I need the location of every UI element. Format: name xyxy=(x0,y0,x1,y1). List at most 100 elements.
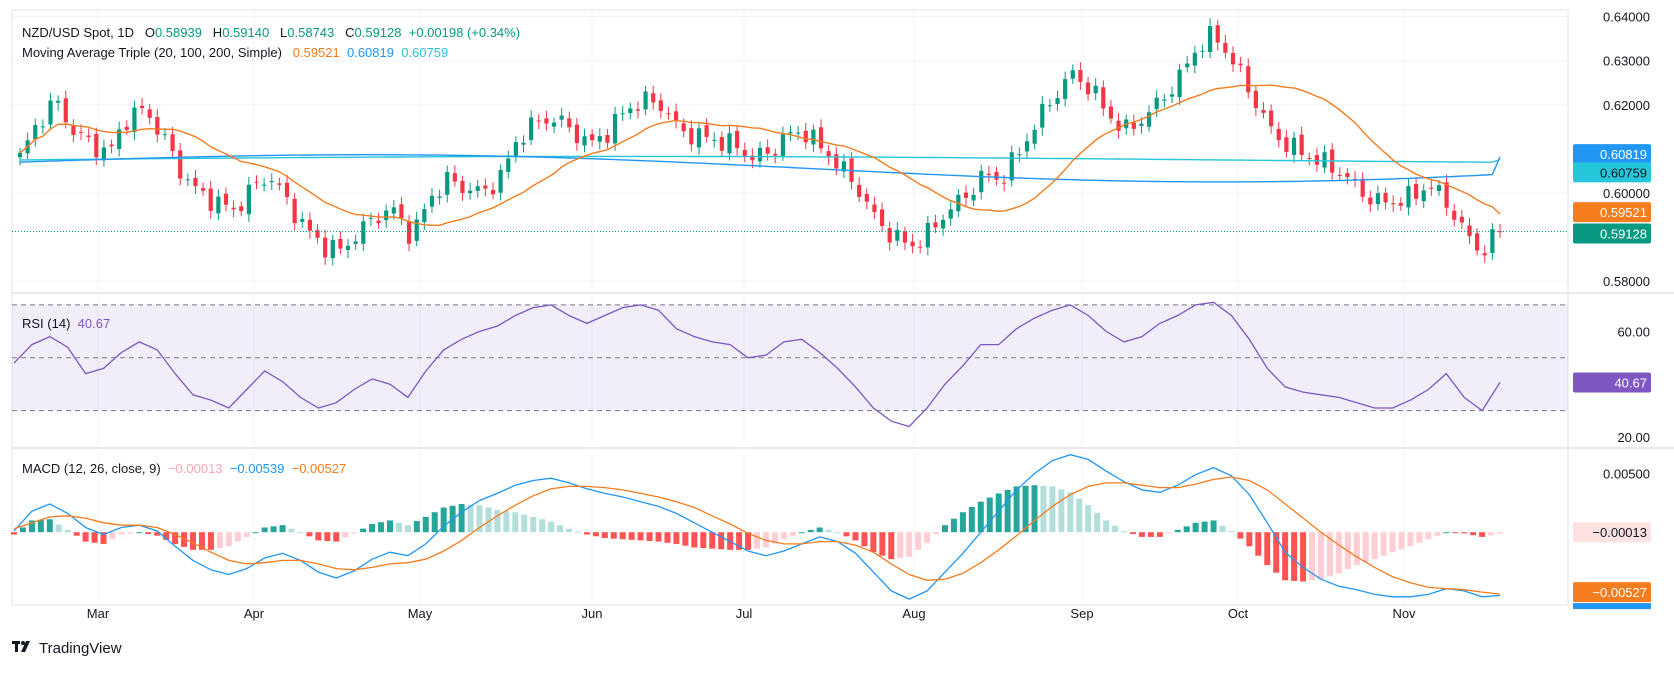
candle-body xyxy=(963,192,969,198)
candle-body xyxy=(1253,90,1258,109)
candle-body xyxy=(521,142,526,145)
macd-histogram-bar xyxy=(404,525,411,533)
macd-histogram-bar xyxy=(306,532,313,537)
macd-histogram-bar xyxy=(1237,532,1244,539)
macd-histogram-bar xyxy=(986,497,993,533)
macd-histogram-bar xyxy=(530,516,537,533)
candle-body xyxy=(429,195,435,207)
candle-body xyxy=(979,170,984,193)
macd-histogram-bar xyxy=(440,507,447,533)
price-axis-label: 0.62000 xyxy=(1603,98,1650,113)
macd-line-tag xyxy=(1573,603,1651,610)
macd-histogram-bar xyxy=(1165,532,1172,534)
macd-histogram-bar xyxy=(816,527,823,533)
symbol-name[interactable]: NZD/USD Spot, 1D xyxy=(22,25,134,40)
candle-body xyxy=(254,181,259,183)
tradingview-brand[interactable]: TradingView xyxy=(12,640,122,657)
macd-histogram-bar xyxy=(1317,532,1324,580)
macd-histogram-bar xyxy=(1031,485,1038,533)
candle-body xyxy=(673,111,679,121)
candle-body xyxy=(620,113,625,115)
macd-histogram-bar xyxy=(610,532,617,539)
candle-body xyxy=(1337,174,1342,176)
candle-body xyxy=(1177,69,1182,98)
candle-body xyxy=(1208,26,1213,52)
candle-body xyxy=(658,100,663,111)
macd-histogram-bar xyxy=(333,532,340,542)
macd-histogram-bar xyxy=(64,529,71,533)
candle-body xyxy=(1116,120,1121,131)
candle-body xyxy=(1223,42,1228,53)
macd-label[interactable]: MACD (12, 26, close, 9) xyxy=(22,461,161,476)
candle-body xyxy=(1070,70,1075,79)
x-tick-label: Aug xyxy=(902,606,925,621)
macd-histogram-bar xyxy=(270,526,277,533)
macd-histogram-bar xyxy=(941,525,948,533)
candle-body xyxy=(1078,70,1083,82)
macd-histogram-bar xyxy=(780,532,787,540)
candle-body xyxy=(1085,82,1091,95)
candle-body xyxy=(1368,197,1373,205)
macd-histogram-bar xyxy=(834,532,841,534)
candle-body xyxy=(1024,141,1030,152)
candle-body xyxy=(338,238,343,249)
ma200-value: 0.60759 xyxy=(401,45,449,60)
macd-histogram-bar xyxy=(1416,532,1423,543)
macd-histogram-bar xyxy=(369,523,376,533)
macd-histogram-bar xyxy=(1452,532,1459,534)
candle-body xyxy=(78,131,84,133)
macd-histogram-bar xyxy=(870,532,877,553)
candle-body xyxy=(368,217,374,219)
macd-histogram-bar xyxy=(1434,532,1441,536)
macd-histogram-bar xyxy=(1300,532,1307,582)
candle-body xyxy=(323,237,328,258)
candle-body xyxy=(71,125,76,135)
macd-histogram-bar xyxy=(431,512,438,533)
macd-histogram-bar xyxy=(145,532,152,534)
candle-body xyxy=(231,207,236,210)
candle-body xyxy=(536,120,541,122)
macd-histogram-bar xyxy=(494,509,501,533)
macd-histogram-bar xyxy=(1470,532,1477,536)
rsi-line xyxy=(13,301,1501,428)
macd-histogram-bar xyxy=(207,532,214,550)
candle-body xyxy=(1146,112,1152,127)
macd-histogram-bar xyxy=(1040,485,1047,533)
candle-body xyxy=(269,180,274,183)
candle-body xyxy=(1230,52,1236,65)
macd-histogram-bar xyxy=(1291,532,1298,581)
candle-body xyxy=(872,204,877,212)
candle-body xyxy=(124,126,129,130)
macd-histogram-bar xyxy=(315,532,322,541)
x-tick-label: Apr xyxy=(244,606,265,621)
ma100-price-tag-bg xyxy=(1573,144,1651,165)
candle-body xyxy=(750,155,755,161)
candle-body xyxy=(689,128,694,145)
ma-label[interactable]: Moving Average Triple (20, 100, 200, Sim… xyxy=(22,45,282,60)
candle-body xyxy=(353,241,358,244)
macd-histogram-bar xyxy=(548,521,555,533)
candle-body xyxy=(460,180,465,193)
macd-histogram-bar xyxy=(378,522,385,533)
candle-body xyxy=(857,184,862,197)
macd-histogram-bar xyxy=(1174,529,1181,533)
candle-body xyxy=(971,194,976,201)
candle-body xyxy=(307,219,312,231)
macd-histogram-bar xyxy=(1192,522,1199,533)
close-label: C xyxy=(345,25,355,40)
candle-body xyxy=(559,115,564,120)
candle-body xyxy=(1169,94,1175,97)
macd-histogram-bar xyxy=(1156,532,1163,537)
candle-body xyxy=(513,142,518,157)
macd-histogram-bar xyxy=(1488,532,1495,536)
last-price-tag-bg xyxy=(1573,223,1651,244)
macd-header: MACD (12, 26, close, 9) −0.00013 −0.0053… xyxy=(22,460,346,478)
candle-body xyxy=(948,209,953,219)
rsi-label[interactable]: RSI (14) xyxy=(22,316,71,331)
macd-histogram-bar xyxy=(933,532,940,534)
macd-histogram-bar xyxy=(422,516,429,533)
candle-body xyxy=(574,124,580,144)
macd-histogram-bar xyxy=(198,532,205,550)
candle-body xyxy=(635,109,641,111)
